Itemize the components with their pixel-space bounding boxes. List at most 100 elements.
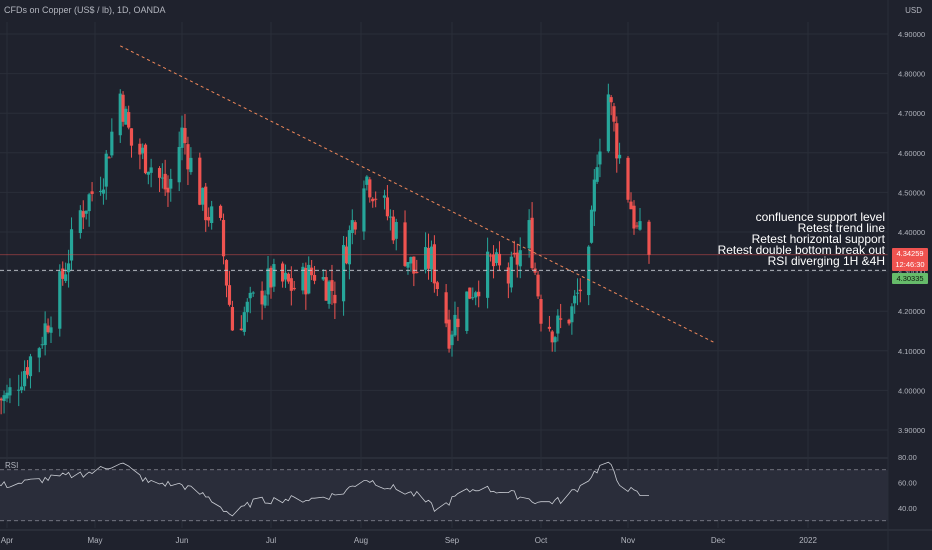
candle-body xyxy=(67,263,71,273)
time-tick-label: May xyxy=(87,536,102,545)
candle-body xyxy=(272,264,276,287)
candle-body xyxy=(198,157,202,205)
candle-body xyxy=(626,157,630,200)
candle-body xyxy=(444,292,448,324)
candle-body xyxy=(281,263,285,282)
candle-body xyxy=(578,289,582,292)
chart-legend: CFDs on Copper (US$ / lb), 1D, OANDA xyxy=(4,5,166,15)
rsi-line xyxy=(0,461,649,517)
candle-body xyxy=(595,167,599,182)
currency-label[interactable]: USD xyxy=(905,6,922,15)
candle-body xyxy=(423,247,428,270)
candle-body xyxy=(612,106,616,122)
rsi-pane-label: RSI xyxy=(5,461,19,470)
candle-body xyxy=(527,220,531,249)
price-tick-label: 4.10000 xyxy=(898,347,925,356)
time-tick-label: Jul xyxy=(266,536,276,545)
time-tick-label: Aug xyxy=(354,536,368,545)
candle-body xyxy=(177,147,181,183)
candle-body xyxy=(266,268,270,295)
annotation-line: Retest horizontal support xyxy=(751,232,885,246)
candle-body xyxy=(432,244,436,284)
candle-body xyxy=(368,179,372,198)
candle-body xyxy=(547,326,552,329)
candle-body xyxy=(477,291,481,297)
candle-body xyxy=(69,229,74,261)
candle-body xyxy=(245,301,249,313)
candle-body xyxy=(110,131,114,156)
candle-body xyxy=(127,112,131,128)
candle-body xyxy=(647,221,651,255)
candle-body xyxy=(166,187,170,193)
last-price-value: 4.34259 xyxy=(896,249,924,258)
candle-body xyxy=(406,262,410,268)
candle-body xyxy=(307,264,311,294)
price-tick-label: 4.50000 xyxy=(898,188,925,197)
candle-body xyxy=(629,201,633,210)
candle-body xyxy=(573,295,577,304)
candle-body xyxy=(292,287,296,290)
candle-body xyxy=(550,331,554,343)
candle-body xyxy=(143,144,148,174)
candle-body xyxy=(598,151,602,165)
candle-body xyxy=(553,337,557,343)
annotation-text: confluence support level Retest trend li… xyxy=(718,211,885,267)
annotation-line: Retest trend line xyxy=(797,221,885,235)
candle-body xyxy=(224,260,229,286)
candle-body xyxy=(587,246,591,296)
time-tick-label: Jun xyxy=(176,536,189,545)
candle-body xyxy=(8,387,12,396)
candle-body xyxy=(409,256,413,264)
price-tick-label: 4.70000 xyxy=(898,109,925,118)
candle-body xyxy=(371,198,375,202)
candle-body xyxy=(301,266,305,291)
candle-body xyxy=(365,176,369,185)
bar-countdown: 12:46:30 xyxy=(895,260,925,269)
candle-body xyxy=(163,173,167,190)
candle-body xyxy=(312,275,317,281)
time-tick-label: Nov xyxy=(621,536,635,545)
candle-body xyxy=(391,216,395,241)
candle-body xyxy=(327,281,331,304)
candle-body xyxy=(347,230,351,265)
candle-body xyxy=(81,211,85,218)
candle-body xyxy=(506,267,510,284)
price-tick-label: 3.90000 xyxy=(898,426,925,435)
candle-body xyxy=(456,318,460,328)
candle-body xyxy=(324,277,328,301)
last-price-tag: 4.34259 12:46:30 xyxy=(892,248,928,271)
time-tick-label: Dec xyxy=(711,536,725,545)
candle-body xyxy=(101,189,106,194)
candle-body xyxy=(539,299,543,324)
candle-body xyxy=(289,278,293,291)
candle-body xyxy=(453,314,457,336)
candle-body xyxy=(286,273,291,282)
candle-body xyxy=(615,123,619,159)
time-tick-label: Sep xyxy=(445,536,460,545)
candle-body xyxy=(471,297,475,299)
candle-body xyxy=(382,195,387,198)
candle-body xyxy=(180,127,184,148)
candle-body xyxy=(412,256,416,274)
candle-body xyxy=(25,367,30,375)
support-price-value: 4.30335 xyxy=(896,274,924,283)
candle-body xyxy=(20,386,24,391)
candle-body xyxy=(632,205,636,229)
candle-body xyxy=(58,271,62,329)
candle-body xyxy=(248,292,252,299)
candle-body xyxy=(210,206,214,224)
candle-body xyxy=(333,294,337,304)
candle-body xyxy=(606,94,610,152)
candle-body xyxy=(149,167,153,173)
candle-body xyxy=(186,144,190,170)
candle-body xyxy=(157,168,162,178)
candle-body xyxy=(556,315,560,334)
price-tick-label: 4.00000 xyxy=(898,386,925,395)
candle-body xyxy=(362,188,366,232)
candle-body xyxy=(2,395,6,402)
rsi-tick-label: 60.00 xyxy=(898,479,917,488)
candle-body xyxy=(87,194,91,212)
candle-body xyxy=(385,197,390,217)
candle-body xyxy=(107,157,111,159)
